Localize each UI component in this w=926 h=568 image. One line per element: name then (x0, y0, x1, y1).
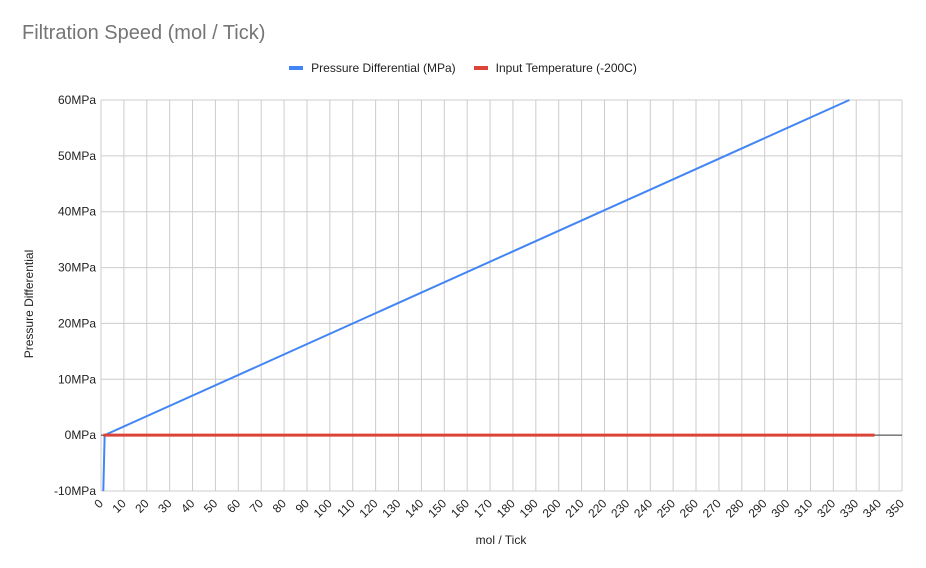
y-tick-label: 10MPa (58, 372, 96, 386)
x-tick-label: 200 (540, 496, 564, 520)
y-tick-label: 60MPa (58, 93, 96, 107)
x-tick-label: 120 (357, 496, 381, 520)
x-tick-label: 190 (517, 496, 541, 520)
x-tick-label: 270 (700, 496, 724, 520)
x-tick-label: 150 (425, 496, 449, 520)
x-tick-label: 80 (270, 496, 290, 516)
x-tick-label: 90 (293, 496, 313, 516)
x-tick-label: 50 (201, 496, 221, 516)
grid (100, 99, 903, 492)
legend-swatch-temperature (473, 66, 488, 70)
x-tick-label: 300 (768, 496, 792, 520)
x-tick-label: 280 (723, 496, 747, 520)
x-tick-label: 0 (91, 496, 106, 511)
series-layer (102, 99, 875, 492)
x-tick-label: 70 (247, 496, 267, 516)
x-tick-label: 180 (494, 496, 518, 520)
x-tick-label: 130 (379, 496, 403, 520)
x-tick-label: 250 (654, 496, 678, 520)
x-tick-label: 160 (448, 496, 472, 520)
x-tick-label: 100 (311, 496, 335, 520)
x-tick-label: 290 (746, 496, 770, 520)
x-tick-label: 110 (334, 496, 358, 520)
x-tick-label: 140 (402, 496, 426, 520)
legend-label-pressure: Pressure Differential (MPa) (311, 61, 456, 75)
x-tick-label: 210 (562, 496, 586, 520)
x-tick-label: 20 (132, 496, 152, 516)
x-tick-label: 40 (178, 496, 198, 516)
y-tick-label: 0MPa (65, 428, 97, 442)
x-tick-label: 220 (585, 496, 609, 520)
x-tick-label: 350 (883, 496, 907, 520)
x-axis-label: mol / Tick (476, 533, 528, 547)
x-tick-label: 340 (860, 496, 884, 520)
legend-item-pressure[interactable]: Pressure Differential (MPa) (289, 61, 456, 75)
x-tick-label: 330 (837, 496, 861, 520)
x-tick-label: 60 (224, 496, 244, 516)
x-tick-label: 30 (155, 496, 175, 516)
x-tick-label: 240 (631, 496, 655, 520)
legend: Pressure Differential (MPa) Input Temper… (0, 61, 926, 75)
x-tick-label: 170 (471, 496, 495, 520)
legend-label-temperature: Input Temperature (-200C) (495, 61, 637, 75)
legend-item-temperature[interactable]: Input Temperature (-200C) (473, 61, 637, 75)
x-tick-label: 10 (109, 496, 129, 516)
x-tick-label: 230 (608, 496, 632, 520)
y-tick-label: 30MPa (58, 261, 96, 275)
y-axis-label: Pressure Differential (22, 250, 36, 359)
y-tick-label: 20MPa (58, 316, 96, 330)
y-tick-label: 40MPa (58, 205, 96, 219)
chart-title: Filtration Speed (mol / Tick) (22, 22, 266, 44)
y-tick-label: 50MPa (58, 149, 96, 163)
y-tick-label: -10MPa (54, 484, 96, 498)
legend-swatch-pressure (289, 66, 304, 70)
y-axis-ticks: -10MPa 0MPa 10MPa 20MPa 30MPa 40MPa 50MPa 60MPa (54, 93, 96, 498)
x-tick-label: 260 (677, 496, 701, 520)
x-tick-label: 310 (791, 496, 815, 520)
x-tick-label: 320 (814, 496, 838, 520)
